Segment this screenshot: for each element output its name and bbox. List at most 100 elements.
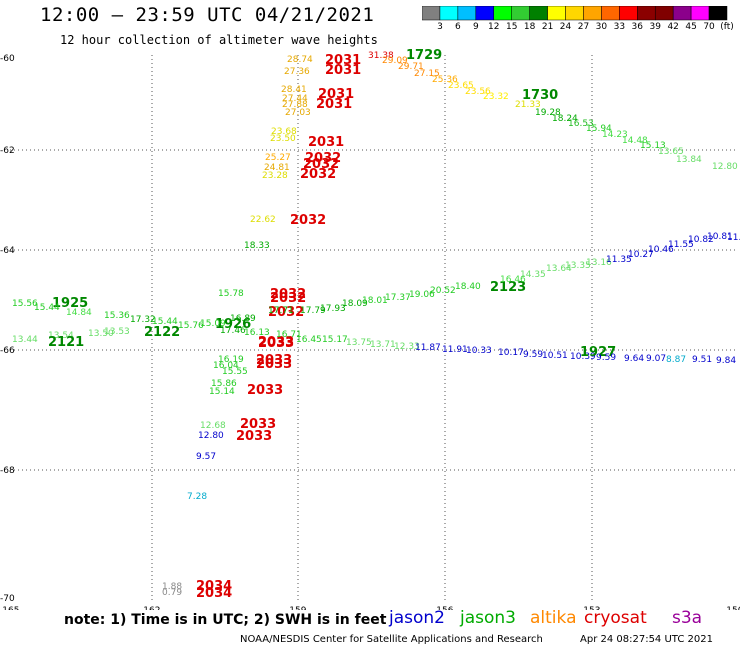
time-label: 2033 xyxy=(247,383,283,398)
time-label: 1927 xyxy=(580,345,616,360)
wave-height-label: 13.35 xyxy=(565,261,591,271)
lat-label: -68 xyxy=(0,466,15,476)
lon-label: -162 xyxy=(140,606,160,610)
colorbar-tick: 18 xyxy=(523,22,536,32)
wave-height-label: 14.84 xyxy=(66,308,92,318)
wave-height-label: 11.55 xyxy=(668,240,694,250)
wave-height-label: 20.52 xyxy=(430,286,456,296)
wave-height-label: 10.27 xyxy=(628,250,654,260)
colorbar-tick: 15 xyxy=(505,22,518,32)
time-label: 2033 xyxy=(240,417,276,432)
wave-height-label: 13.53 xyxy=(104,327,130,337)
wave-height-label: 15.44 xyxy=(152,317,178,327)
wave-height-label: 14.48 xyxy=(622,136,648,146)
lat-lon-grid xyxy=(10,55,738,600)
wave-height-label: 28.74 xyxy=(287,55,313,65)
wave-height-label: 15.56 xyxy=(12,299,38,309)
colorbar-tick: 9 xyxy=(472,22,479,32)
colorbar-tick: 21 xyxy=(541,22,554,32)
satellite-jason3: jason3 xyxy=(460,608,516,628)
time-label: 2032 xyxy=(300,167,336,182)
time-label: 2031 xyxy=(318,87,354,102)
wave-height-label: 16.89 xyxy=(230,314,256,324)
time-label: 2032 xyxy=(290,213,326,228)
wave-height-label: 10.33 xyxy=(466,346,492,356)
wave-height-label: 16.46 xyxy=(500,275,526,285)
satellite-cryosat: cryosat xyxy=(584,608,647,628)
wave-height-label: 1.88 xyxy=(162,582,182,592)
wave-height-label: 7.28 xyxy=(187,492,207,502)
wave-height-label: 13.75 xyxy=(346,338,372,348)
lon-label: -159 xyxy=(286,606,307,610)
time-label: 2034 xyxy=(196,586,232,601)
wave-height-label: 31.38 xyxy=(368,51,394,61)
wave-height-label: 21.33 xyxy=(515,100,541,110)
wave-height-label: 10.46 xyxy=(648,245,674,255)
wave-height-label: 15.36 xyxy=(104,311,130,321)
colorbar-tick: 3 xyxy=(437,22,443,32)
wave-height-label: 15.55 xyxy=(222,367,248,377)
wave-height-label: 19.28 xyxy=(535,108,561,118)
time-label: 2034 xyxy=(196,579,232,594)
time-label: 1926 xyxy=(215,317,251,332)
wave-height-label: 17.79 xyxy=(300,306,326,316)
colorbar-swatch xyxy=(708,6,728,21)
wave-height-label: 13.16 xyxy=(586,258,612,268)
lon-label: -156 xyxy=(433,606,454,610)
wave-height-label: 13.71 xyxy=(370,340,396,350)
wave-height-label: 25.27 xyxy=(265,153,291,163)
wave-height-label: 15.44 xyxy=(34,303,60,313)
wave-height-label: 13.64 xyxy=(546,264,572,274)
satellite-s3a: s3a xyxy=(672,608,703,628)
wave-height-label: 9.59 xyxy=(523,350,543,360)
wave-height-label: 27.36 xyxy=(284,67,310,77)
time-label: 1730 xyxy=(522,88,558,103)
lon-label: -153 xyxy=(580,606,600,610)
wave-height-label: 10.81 xyxy=(707,232,733,242)
wave-height-label: 22.62 xyxy=(250,215,276,225)
time-label: 2031 xyxy=(325,63,361,78)
wave-height-label: 23.68 xyxy=(271,127,297,137)
wave-height-label: 13.65 xyxy=(658,147,684,157)
axis-labels: -60 -62 -64 -66 -68 -70 -165 -162 -159 -156 -153 -1… xyxy=(0,54,740,610)
wave-height-label: 18.40 xyxy=(455,282,481,292)
wave-height-label: 17.71 xyxy=(268,306,294,316)
wave-height-label: 11.91 xyxy=(442,345,468,355)
wave-height-label: 15.17 xyxy=(322,335,348,345)
time-label: 2031 xyxy=(308,135,344,150)
wave-height-label: 24.81 xyxy=(264,163,290,173)
lat-label: -62 xyxy=(0,146,15,156)
wave-height-label: 12.80 xyxy=(712,162,738,172)
wave-height-label: 17.32 xyxy=(130,315,156,325)
wave-height-label: 13.54 xyxy=(48,331,74,341)
wave-height-label: 18.01 xyxy=(362,296,388,306)
time-label: 2031 xyxy=(316,97,352,112)
wave-height-label: 16.13 xyxy=(244,328,270,338)
wave-height-label: 15.76 xyxy=(178,321,204,331)
colorbar-tick: 36 xyxy=(631,22,644,32)
wave-height-label: 10.51 xyxy=(542,351,568,361)
colorbar-tick: 27 xyxy=(577,22,590,32)
colorbar-tick: 12 xyxy=(488,22,500,32)
wave-height-label: 15.09 xyxy=(200,319,226,329)
wave-height-label: 13.50 xyxy=(88,329,114,339)
wave-height-label: 15.13 xyxy=(640,141,666,151)
satellite-altika: altika xyxy=(530,608,577,628)
wave-height-label: 27.44 xyxy=(282,94,308,104)
wave-height-label: 8.87 xyxy=(666,355,686,365)
time-label: 2123 xyxy=(490,280,526,295)
time-label: 2032 xyxy=(270,287,306,302)
time-label: 2122 xyxy=(144,325,180,340)
footnote: note: 1) Time is in UTC; 2) SWH is in fe… xyxy=(64,612,387,628)
wave-height-label: 10.39 xyxy=(570,352,596,362)
wave-height-label: 12.80 xyxy=(198,431,224,441)
wave-height-label: 23.65 xyxy=(448,81,474,91)
wave-height-label: 0.79 xyxy=(162,588,182,598)
wave-height-label: 13.84 xyxy=(676,155,702,165)
satellite-jason2: jason2 xyxy=(389,608,445,628)
wave-height-label: 11.54 xyxy=(727,233,740,243)
lon-label: -165 xyxy=(0,606,19,610)
time-label: 2121 xyxy=(48,335,84,350)
colorbar-tick: 70 xyxy=(703,22,715,32)
